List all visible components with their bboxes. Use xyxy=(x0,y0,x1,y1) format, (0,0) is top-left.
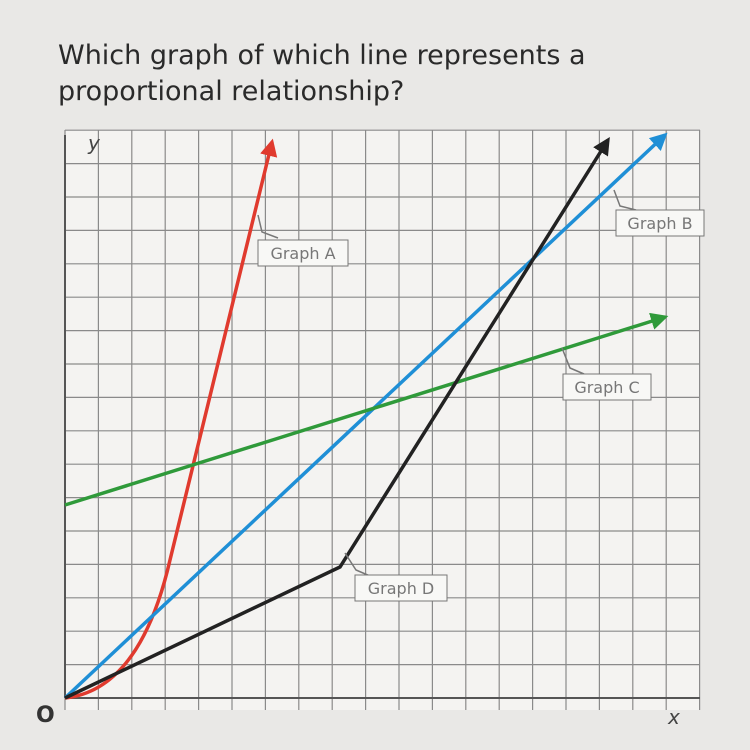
graph-a-line xyxy=(64,138,278,700)
callout-pointer xyxy=(561,347,585,375)
graph-b-callout: Graph B xyxy=(613,189,705,237)
graph-c-label: Graph C xyxy=(574,378,639,397)
graph-d-line xyxy=(64,137,610,700)
label-box xyxy=(562,373,652,401)
graph-c-line xyxy=(64,312,669,507)
x-axis-label: x xyxy=(667,705,680,729)
graph-b-line xyxy=(63,132,668,700)
label-box xyxy=(615,209,705,237)
graph-c-callout: Graph C xyxy=(561,347,652,401)
grid-bg xyxy=(65,130,700,710)
graph-d-callout: Graph D xyxy=(344,552,448,602)
question: Which graph of which line represents a p… xyxy=(58,40,586,107)
graph-a-label: Graph A xyxy=(270,244,335,263)
origin-label: O xyxy=(36,703,55,728)
graph-b-label: Graph B xyxy=(627,214,692,233)
callout-pointer xyxy=(344,552,371,577)
label-box xyxy=(257,239,349,267)
graph-a-callout: Graph A xyxy=(257,214,349,267)
label-box xyxy=(354,574,448,602)
callout-pointer xyxy=(257,214,279,239)
graph-d-label: Graph D xyxy=(368,579,434,598)
y-axis-label: y xyxy=(87,131,101,155)
callout-pointer xyxy=(613,189,637,211)
